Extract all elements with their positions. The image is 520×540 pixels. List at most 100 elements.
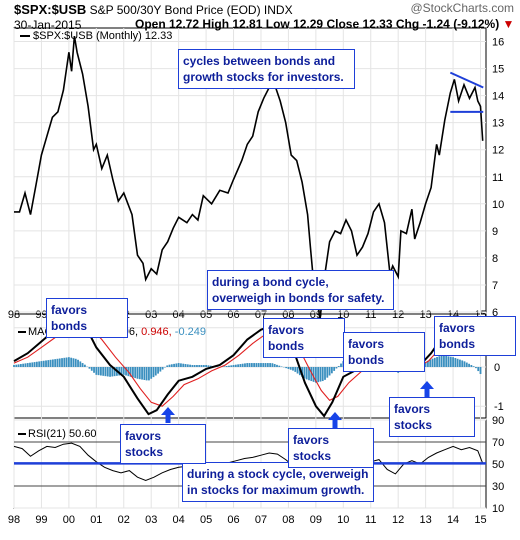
high-value: High 12.81	[202, 17, 263, 31]
price-y-tick-label-14: 14	[492, 91, 504, 103]
macd-histogram-bar	[193, 365, 196, 367]
x-tick-label-bottom-98: 98	[8, 514, 20, 526]
macd-histogram-bar	[230, 365, 233, 367]
x-tick-label-bottom-05: 05	[200, 514, 212, 526]
macd-histogram-bar	[269, 363, 272, 367]
macd-histogram-bar	[427, 360, 429, 367]
macd-histogram-bar	[326, 366, 329, 378]
macd-histogram-bar	[70, 357, 73, 367]
stockcharts-watermark: @StockCharts.com	[410, 1, 514, 15]
macd-histogram-bar	[102, 366, 105, 376]
macd-histogram-bar	[184, 364, 187, 367]
macd-histogram-bar	[63, 357, 66, 367]
annotation-bond-cycle-line1: during a bond cycle,	[212, 275, 329, 289]
macd-histogram-bar	[186, 364, 189, 367]
macd-histogram-bar	[54, 359, 57, 367]
macd-histogram-bar	[79, 361, 82, 367]
macd-histogram-bar	[132, 366, 134, 378]
x-tick-label-top-04: 04	[173, 309, 185, 321]
macd-histogram-bar	[22, 363, 25, 367]
macd-histogram-bar	[95, 366, 98, 375]
macd-histogram-bar	[161, 366, 164, 370]
macd-histogram-bar	[113, 366, 116, 377]
close-value: Close 12.33	[326, 17, 393, 31]
macd-histogram-bar	[330, 366, 333, 374]
rsi-legend: RSI(21) 50.60	[18, 428, 96, 440]
favors-stocks-label-2009: favors stocks	[288, 428, 374, 468]
macd-histogram-bar	[287, 366, 290, 369]
macd-histogram-bar	[308, 366, 310, 381]
macd-histogram-bar	[470, 365, 473, 367]
x-tick-label-bottom-99: 99	[35, 514, 47, 526]
x-tick-label-bottom-07: 07	[255, 514, 267, 526]
macd-histogram-bar	[157, 366, 159, 374]
macd-histogram-bar	[31, 362, 34, 367]
favors-stocks-arrow-2009-shaft	[332, 419, 338, 428]
annotation-stock-cycle-line2: in stocks for maximum growth.	[187, 483, 365, 497]
macd-histogram-bar	[228, 365, 230, 367]
macd-histogram-bar	[19, 364, 22, 367]
macd-histogram-bar	[198, 365, 201, 367]
macd-histogram-bar	[461, 360, 464, 367]
macd-histogram-bar	[111, 366, 114, 377]
macd-histogram-bar	[154, 366, 157, 376]
macd-histogram-bar	[145, 366, 148, 381]
x-tick-label-top-06: 06	[227, 309, 239, 321]
macd-histogram-bar	[314, 366, 317, 383]
macd-histogram-bar	[205, 365, 207, 367]
x-tick-label-bottom-00: 00	[63, 514, 75, 526]
favors-stocks-label-2003: favors stocks	[120, 424, 206, 464]
x-tick-label-top-05: 05	[200, 309, 212, 321]
macd-histogram-bar	[13, 365, 15, 367]
macd-legend-swatch	[18, 331, 26, 334]
macd-histogram-bar	[152, 366, 155, 378]
price-legend: $SPX:$USB (Monthly) 12.33	[20, 30, 172, 42]
macd-histogram-bar	[15, 364, 18, 367]
macd-histogram-bar	[74, 358, 77, 367]
macd-histogram-bar	[49, 359, 52, 367]
rsi-y-tick-label-90: 90	[492, 415, 504, 427]
macd-histogram-bar	[138, 366, 141, 380]
macd-histogram-bar	[51, 359, 54, 367]
macd-histogram-bar	[207, 365, 210, 367]
macd-histogram-bar	[454, 357, 457, 367]
x-tick-label-top-03: 03	[145, 309, 157, 321]
macd-histogram-bar	[33, 362, 36, 367]
x-tick-label-bottom-01: 01	[90, 514, 102, 526]
macd-histogram-bar	[335, 366, 338, 369]
macd-histogram-bar	[465, 362, 468, 367]
chart-header: $SPX:$USB S&P 500/30Y Bond Price (EOD) I…	[14, 2, 293, 17]
x-tick-label-bottom-12: 12	[392, 514, 404, 526]
macd-histogram-bar	[278, 365, 281, 367]
symbol-label: $SPX:$USB	[14, 2, 87, 17]
macd-histogram-bar	[166, 365, 169, 367]
x-tick-label-bottom-13: 13	[420, 514, 432, 526]
macd-histogram-bar	[433, 357, 436, 367]
macd-histogram-bar	[241, 363, 244, 367]
price-y-tick-label-8: 8	[492, 253, 498, 265]
macd-histogram-bar	[447, 356, 450, 367]
macd-histogram-bar	[35, 361, 38, 367]
macd-y-tick-label-0: 0	[494, 362, 500, 374]
macd-histogram-bar	[244, 363, 246, 367]
price-y-tick-label-11: 11	[492, 172, 503, 184]
macd-histogram-bar	[276, 364, 278, 367]
macd-histogram-bar	[97, 366, 100, 376]
macd-histogram-bar	[324, 366, 326, 380]
price-y-tick-label-16: 16	[492, 37, 504, 49]
annotation-bond-cycle-line2: overweigh in bonds for safety.	[212, 291, 385, 305]
macd-histogram-bar	[189, 364, 191, 367]
macd-histogram-bar	[340, 363, 342, 367]
macd-histogram-bar	[333, 366, 336, 371]
macd-histogram-bar	[88, 366, 91, 369]
macd-histogram-bar	[106, 366, 109, 377]
low-value: Low 12.29	[265, 17, 324, 31]
rsi-y-tick-label-70: 70	[492, 437, 504, 449]
macd-histogram-bar	[438, 356, 441, 367]
macd-histogram-bar	[118, 366, 121, 376]
open-value: Open 12.72	[135, 17, 200, 31]
macd-histogram-bar	[246, 363, 249, 367]
macd-histogram-bar	[90, 366, 93, 371]
macd-histogram-bar	[475, 366, 477, 369]
macd-histogram-bar	[248, 363, 251, 367]
